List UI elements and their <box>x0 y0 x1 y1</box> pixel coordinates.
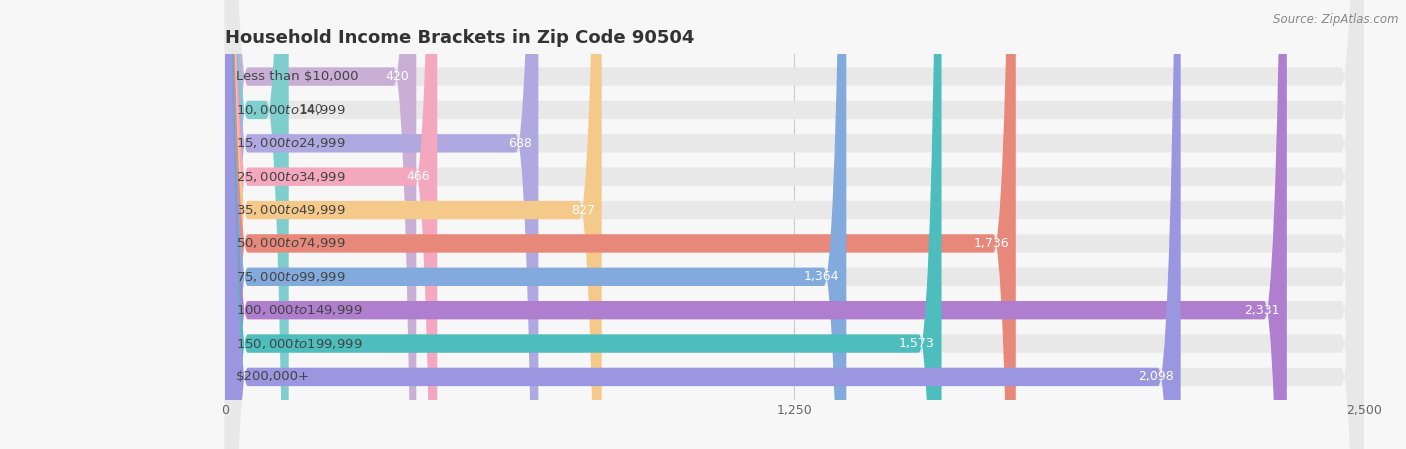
Text: 466: 466 <box>406 170 430 183</box>
Text: $10,000 to $14,999: $10,000 to $14,999 <box>236 103 346 117</box>
Text: $35,000 to $49,999: $35,000 to $49,999 <box>236 203 346 217</box>
FancyBboxPatch shape <box>225 0 416 449</box>
FancyBboxPatch shape <box>225 0 1364 449</box>
Text: $200,000+: $200,000+ <box>236 370 311 383</box>
Text: 420: 420 <box>385 70 409 83</box>
FancyBboxPatch shape <box>225 0 1364 449</box>
Text: 1,736: 1,736 <box>973 237 1010 250</box>
FancyBboxPatch shape <box>225 0 437 449</box>
FancyBboxPatch shape <box>225 0 1286 449</box>
FancyBboxPatch shape <box>225 0 1364 449</box>
Text: 827: 827 <box>571 203 595 216</box>
FancyBboxPatch shape <box>225 0 1364 449</box>
FancyBboxPatch shape <box>225 0 288 449</box>
Text: 2,098: 2,098 <box>1137 370 1174 383</box>
Text: $25,000 to $34,999: $25,000 to $34,999 <box>236 170 346 184</box>
Text: $50,000 to $74,999: $50,000 to $74,999 <box>236 237 346 251</box>
FancyBboxPatch shape <box>225 0 1181 449</box>
FancyBboxPatch shape <box>225 0 1364 449</box>
Text: 1,364: 1,364 <box>804 270 839 283</box>
Text: $75,000 to $99,999: $75,000 to $99,999 <box>236 270 346 284</box>
Text: Household Income Brackets in Zip Code 90504: Household Income Brackets in Zip Code 90… <box>225 29 695 47</box>
FancyBboxPatch shape <box>225 0 602 449</box>
Text: $150,000 to $199,999: $150,000 to $199,999 <box>236 337 363 351</box>
Text: $15,000 to $24,999: $15,000 to $24,999 <box>236 136 346 150</box>
Text: 2,331: 2,331 <box>1244 304 1279 317</box>
FancyBboxPatch shape <box>225 0 538 449</box>
FancyBboxPatch shape <box>225 0 1364 449</box>
Text: $100,000 to $149,999: $100,000 to $149,999 <box>236 303 363 317</box>
Text: 140: 140 <box>299 103 323 116</box>
Text: 688: 688 <box>508 137 531 150</box>
Text: Source: ZipAtlas.com: Source: ZipAtlas.com <box>1274 13 1399 26</box>
FancyBboxPatch shape <box>225 0 1364 449</box>
FancyBboxPatch shape <box>225 0 846 449</box>
FancyBboxPatch shape <box>225 0 942 449</box>
FancyBboxPatch shape <box>225 0 1364 449</box>
FancyBboxPatch shape <box>225 0 1015 449</box>
FancyBboxPatch shape <box>225 0 1364 449</box>
Text: 1,573: 1,573 <box>898 337 935 350</box>
FancyBboxPatch shape <box>225 0 1364 449</box>
Text: Less than $10,000: Less than $10,000 <box>236 70 359 83</box>
